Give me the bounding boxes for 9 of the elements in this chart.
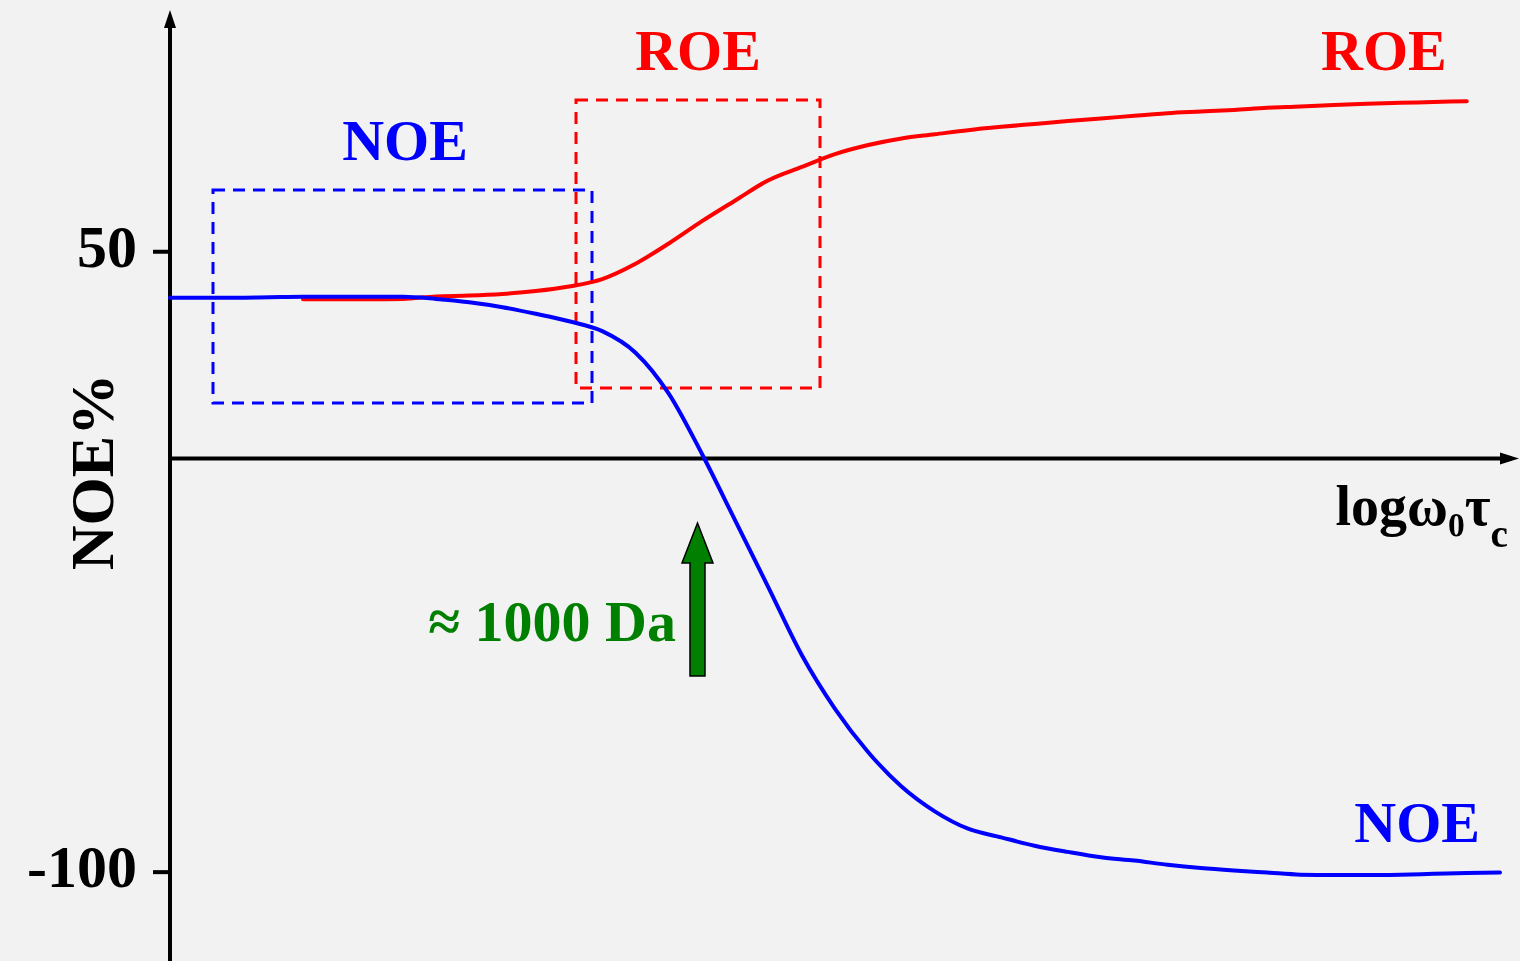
annotation: NOE [342,108,468,173]
series-label: NOE [1354,789,1480,855]
y-tick-label: -100 [27,834,137,901]
y-tick-label: 50 [77,213,137,280]
series-label: ROE [1321,18,1447,84]
x-axis-title: logω₀τ$_{c}$ [1335,474,1508,555]
y-axis-title: NOE% [58,373,126,571]
annotation: ROE [635,18,761,83]
annotation: ≈ 1000 Da [428,589,676,654]
